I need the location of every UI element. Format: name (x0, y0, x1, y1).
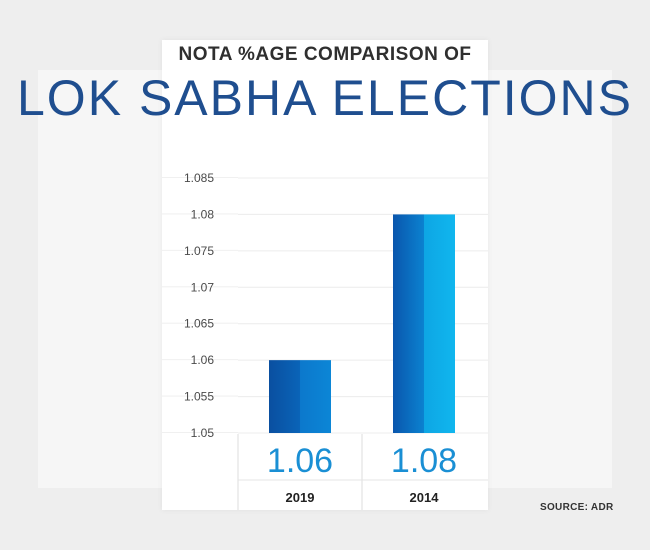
data-label-2019: 1.06 (267, 442, 333, 480)
grid-band (162, 213, 238, 215)
bar-2019 (269, 360, 331, 433)
grid-band (162, 359, 238, 361)
y-tick-label: 1.075 (184, 244, 214, 258)
grid-band (162, 322, 238, 324)
chart-title: LOK SABHA ELECTIONS (17, 70, 633, 126)
grid-band (162, 177, 238, 178)
chart-subtitle: NOTA %AGE COMPARISON OF (178, 44, 472, 65)
data-label-2014: 1.08 (391, 442, 457, 480)
bar-2014 (393, 214, 455, 433)
grid-band (162, 286, 238, 288)
y-tick-label: 1.06 (191, 353, 215, 367)
source-note: SOURCE: ADR (540, 502, 614, 513)
grid-band (162, 432, 238, 433)
y-tick-label: 1.05 (191, 426, 215, 440)
x-tick-label-2019: 2019 (286, 490, 315, 505)
bar-chart: 1.085 1.08 1.075 1.07 1.065 1.06 1.055 1.05 1.0… (162, 171, 488, 510)
x-tick-label-2014: 2014 (410, 490, 440, 505)
y-tick-label: 1.085 (184, 171, 214, 185)
grid-band (162, 395, 238, 397)
grid-band (162, 249, 238, 251)
y-tick-label: 1.065 (184, 317, 214, 331)
y-tick-label: 1.08 (191, 207, 215, 221)
y-tick-label: 1.055 (184, 390, 214, 404)
background-panel-left (38, 70, 162, 488)
y-tick-label: 1.07 (191, 280, 215, 294)
background-panel-right (488, 70, 612, 488)
